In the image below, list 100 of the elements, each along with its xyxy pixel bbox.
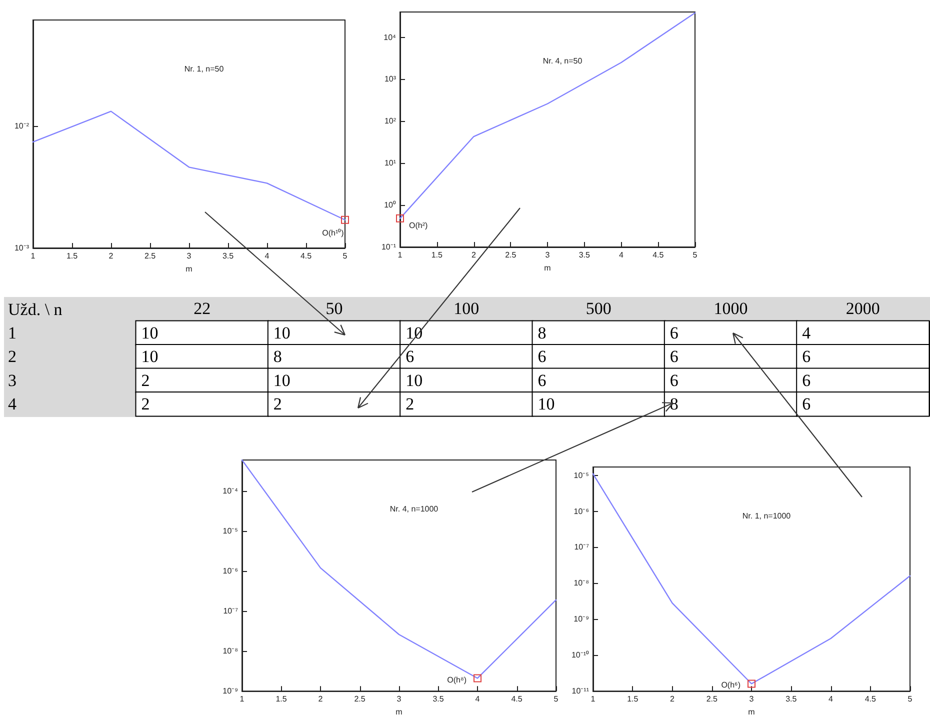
x-axis-title: Užd. \ n bbox=[8, 300, 63, 319]
x-tick-label: 2 bbox=[318, 694, 324, 704]
text: Nr. 4, n=50 bbox=[542, 56, 583, 66]
x-tick-label: 1.5 bbox=[66, 252, 78, 260]
x-tick-label: 3 bbox=[749, 694, 754, 704]
data-label: 6 bbox=[538, 370, 546, 390]
y-tick-label: 10⁻⁷ bbox=[574, 542, 590, 552]
data-label: 6 bbox=[670, 347, 678, 366]
x-tick-label: 2.5 bbox=[144, 252, 156, 260]
x-tick-label: 5 bbox=[692, 250, 698, 260]
data-label: 10 bbox=[273, 323, 290, 342]
data-label: 6 bbox=[802, 394, 811, 414]
x-tick-label: 3.5 bbox=[222, 252, 234, 260]
x-tick-label: 2.5 bbox=[505, 250, 517, 260]
y-tick-label: 10⁻¹⁰ bbox=[571, 650, 589, 660]
x-tick-label: 1.5 bbox=[431, 250, 443, 260]
x-tick-label: 4 bbox=[475, 694, 480, 704]
x-tick-label: 4 bbox=[828, 694, 834, 704]
x-tick-label: 4.5 bbox=[300, 252, 312, 260]
x-tick-label: 5 bbox=[554, 694, 559, 704]
x-tick-label: 3.5 bbox=[786, 694, 798, 704]
y-tick-label: 10⁻⁹ bbox=[574, 614, 589, 624]
y-tick-label: 10³ bbox=[384, 74, 396, 84]
x-axis-title: m bbox=[186, 264, 193, 274]
annotation: O(h¹⁰) bbox=[322, 228, 344, 238]
x-tick-label: 22 bbox=[194, 299, 211, 318]
x-tick-label: 4.5 bbox=[652, 250, 664, 260]
y-tick-label: 10⁻⁷ bbox=[223, 606, 238, 616]
x-tick-label: 50 bbox=[326, 299, 343, 318]
data-label: 6 bbox=[670, 370, 678, 390]
data-label: 2 bbox=[141, 394, 150, 414]
x-axis-title: m bbox=[748, 708, 756, 716]
annotation: O(h²) bbox=[409, 220, 428, 230]
x-tick-label: 1.5 bbox=[276, 694, 288, 704]
y-tick-label: 10¹ bbox=[384, 158, 396, 168]
x-tick-label: 1000 bbox=[714, 299, 748, 318]
y-tick-label: 10⁻² bbox=[14, 122, 30, 131]
data-label: 8 bbox=[273, 347, 282, 366]
data-label: 6 bbox=[538, 347, 546, 366]
x-tick-label: 2000 bbox=[846, 299, 880, 318]
x-tick-label: 4.5 bbox=[864, 694, 876, 704]
x-axis-title: m bbox=[396, 708, 403, 716]
y-tick-label: 10⁻⁵ bbox=[574, 470, 589, 480]
y-tick-label: 10⁻⁸ bbox=[222, 646, 238, 656]
data-label: 8 bbox=[538, 323, 546, 342]
x-tick-label: 1 bbox=[590, 694, 596, 704]
annotation: O(h⁸) bbox=[447, 676, 467, 685]
y-tick-label: 2 bbox=[8, 347, 16, 366]
x-axis-title: m bbox=[544, 263, 552, 272]
data-label: 10 bbox=[273, 370, 290, 390]
x-tick-label: 2 bbox=[670, 694, 676, 704]
x-tick-label: 3.5 bbox=[578, 250, 590, 260]
x-tick-label: 2.5 bbox=[354, 694, 366, 704]
x-tick-label: 1 bbox=[30, 252, 36, 260]
y-tick-label: 3 bbox=[8, 370, 16, 390]
data-label: 10 bbox=[538, 394, 555, 414]
x-tick-label: 500 bbox=[586, 299, 612, 318]
data-label: 2 bbox=[141, 370, 150, 390]
x-tick-label: 4 bbox=[264, 252, 270, 260]
x-tick-label: 1 bbox=[398, 250, 403, 260]
text: Nr. 1, n=50 bbox=[184, 64, 224, 74]
y-tick-label: 10⁻⁶ bbox=[574, 506, 589, 516]
x-tick-label: 100 bbox=[454, 299, 480, 318]
x-tick-label: 3.5 bbox=[432, 694, 444, 704]
data-label: 6 bbox=[802, 347, 811, 366]
y-tick-label: 10² bbox=[384, 116, 396, 126]
x-tick-label: 1 bbox=[240, 694, 245, 704]
text: Nr. 4, n=1000 bbox=[390, 504, 439, 514]
x-tick-label: 3 bbox=[545, 250, 550, 260]
x-tick-label: 2.5 bbox=[706, 694, 718, 704]
y-tick-label: 10⁻⁸ bbox=[574, 578, 589, 588]
y-tick-label: 10⁻⁹ bbox=[222, 686, 238, 696]
x-tick-label: 5 bbox=[342, 252, 348, 260]
data-label: 2 bbox=[406, 394, 414, 414]
data-label: 6 bbox=[802, 370, 811, 390]
y-tick-label: 1 bbox=[8, 323, 16, 342]
x-tick-label: 1.5 bbox=[627, 694, 639, 704]
data-label: 2 bbox=[273, 394, 282, 414]
data-label: 4 bbox=[802, 323, 812, 342]
data-label: 10 bbox=[141, 323, 158, 342]
y-tick-label: 10⁴ bbox=[384, 32, 397, 42]
annotation: O(h⁶) bbox=[721, 680, 741, 690]
y-tick-label: 10⁻¹¹ bbox=[572, 686, 590, 696]
y-tick-label: 10⁻⁵ bbox=[222, 526, 238, 536]
y-tick-label: 10⁻³ bbox=[14, 244, 30, 252]
data-label: 10 bbox=[141, 347, 158, 366]
x-tick-label: 4 bbox=[619, 250, 624, 260]
x-tick-label: 4.5 bbox=[511, 694, 523, 704]
text: Nr. 1, n=1000 bbox=[742, 512, 792, 520]
y-tick-label: 10⁰ bbox=[384, 200, 396, 210]
data-label: 6 bbox=[406, 347, 414, 366]
data-label: 6 bbox=[670, 323, 678, 342]
x-tick-label: 5 bbox=[908, 694, 913, 704]
y-tick-label: 4 bbox=[8, 394, 17, 414]
x-tick-label: 2 bbox=[108, 252, 114, 260]
x-tick-label: 3 bbox=[186, 252, 192, 260]
y-tick-label: 10⁻⁴ bbox=[222, 486, 239, 496]
data-label: 10 bbox=[406, 370, 423, 390]
y-tick-label: 10⁻⁶ bbox=[222, 566, 238, 576]
x-tick-label: 2 bbox=[472, 250, 477, 260]
